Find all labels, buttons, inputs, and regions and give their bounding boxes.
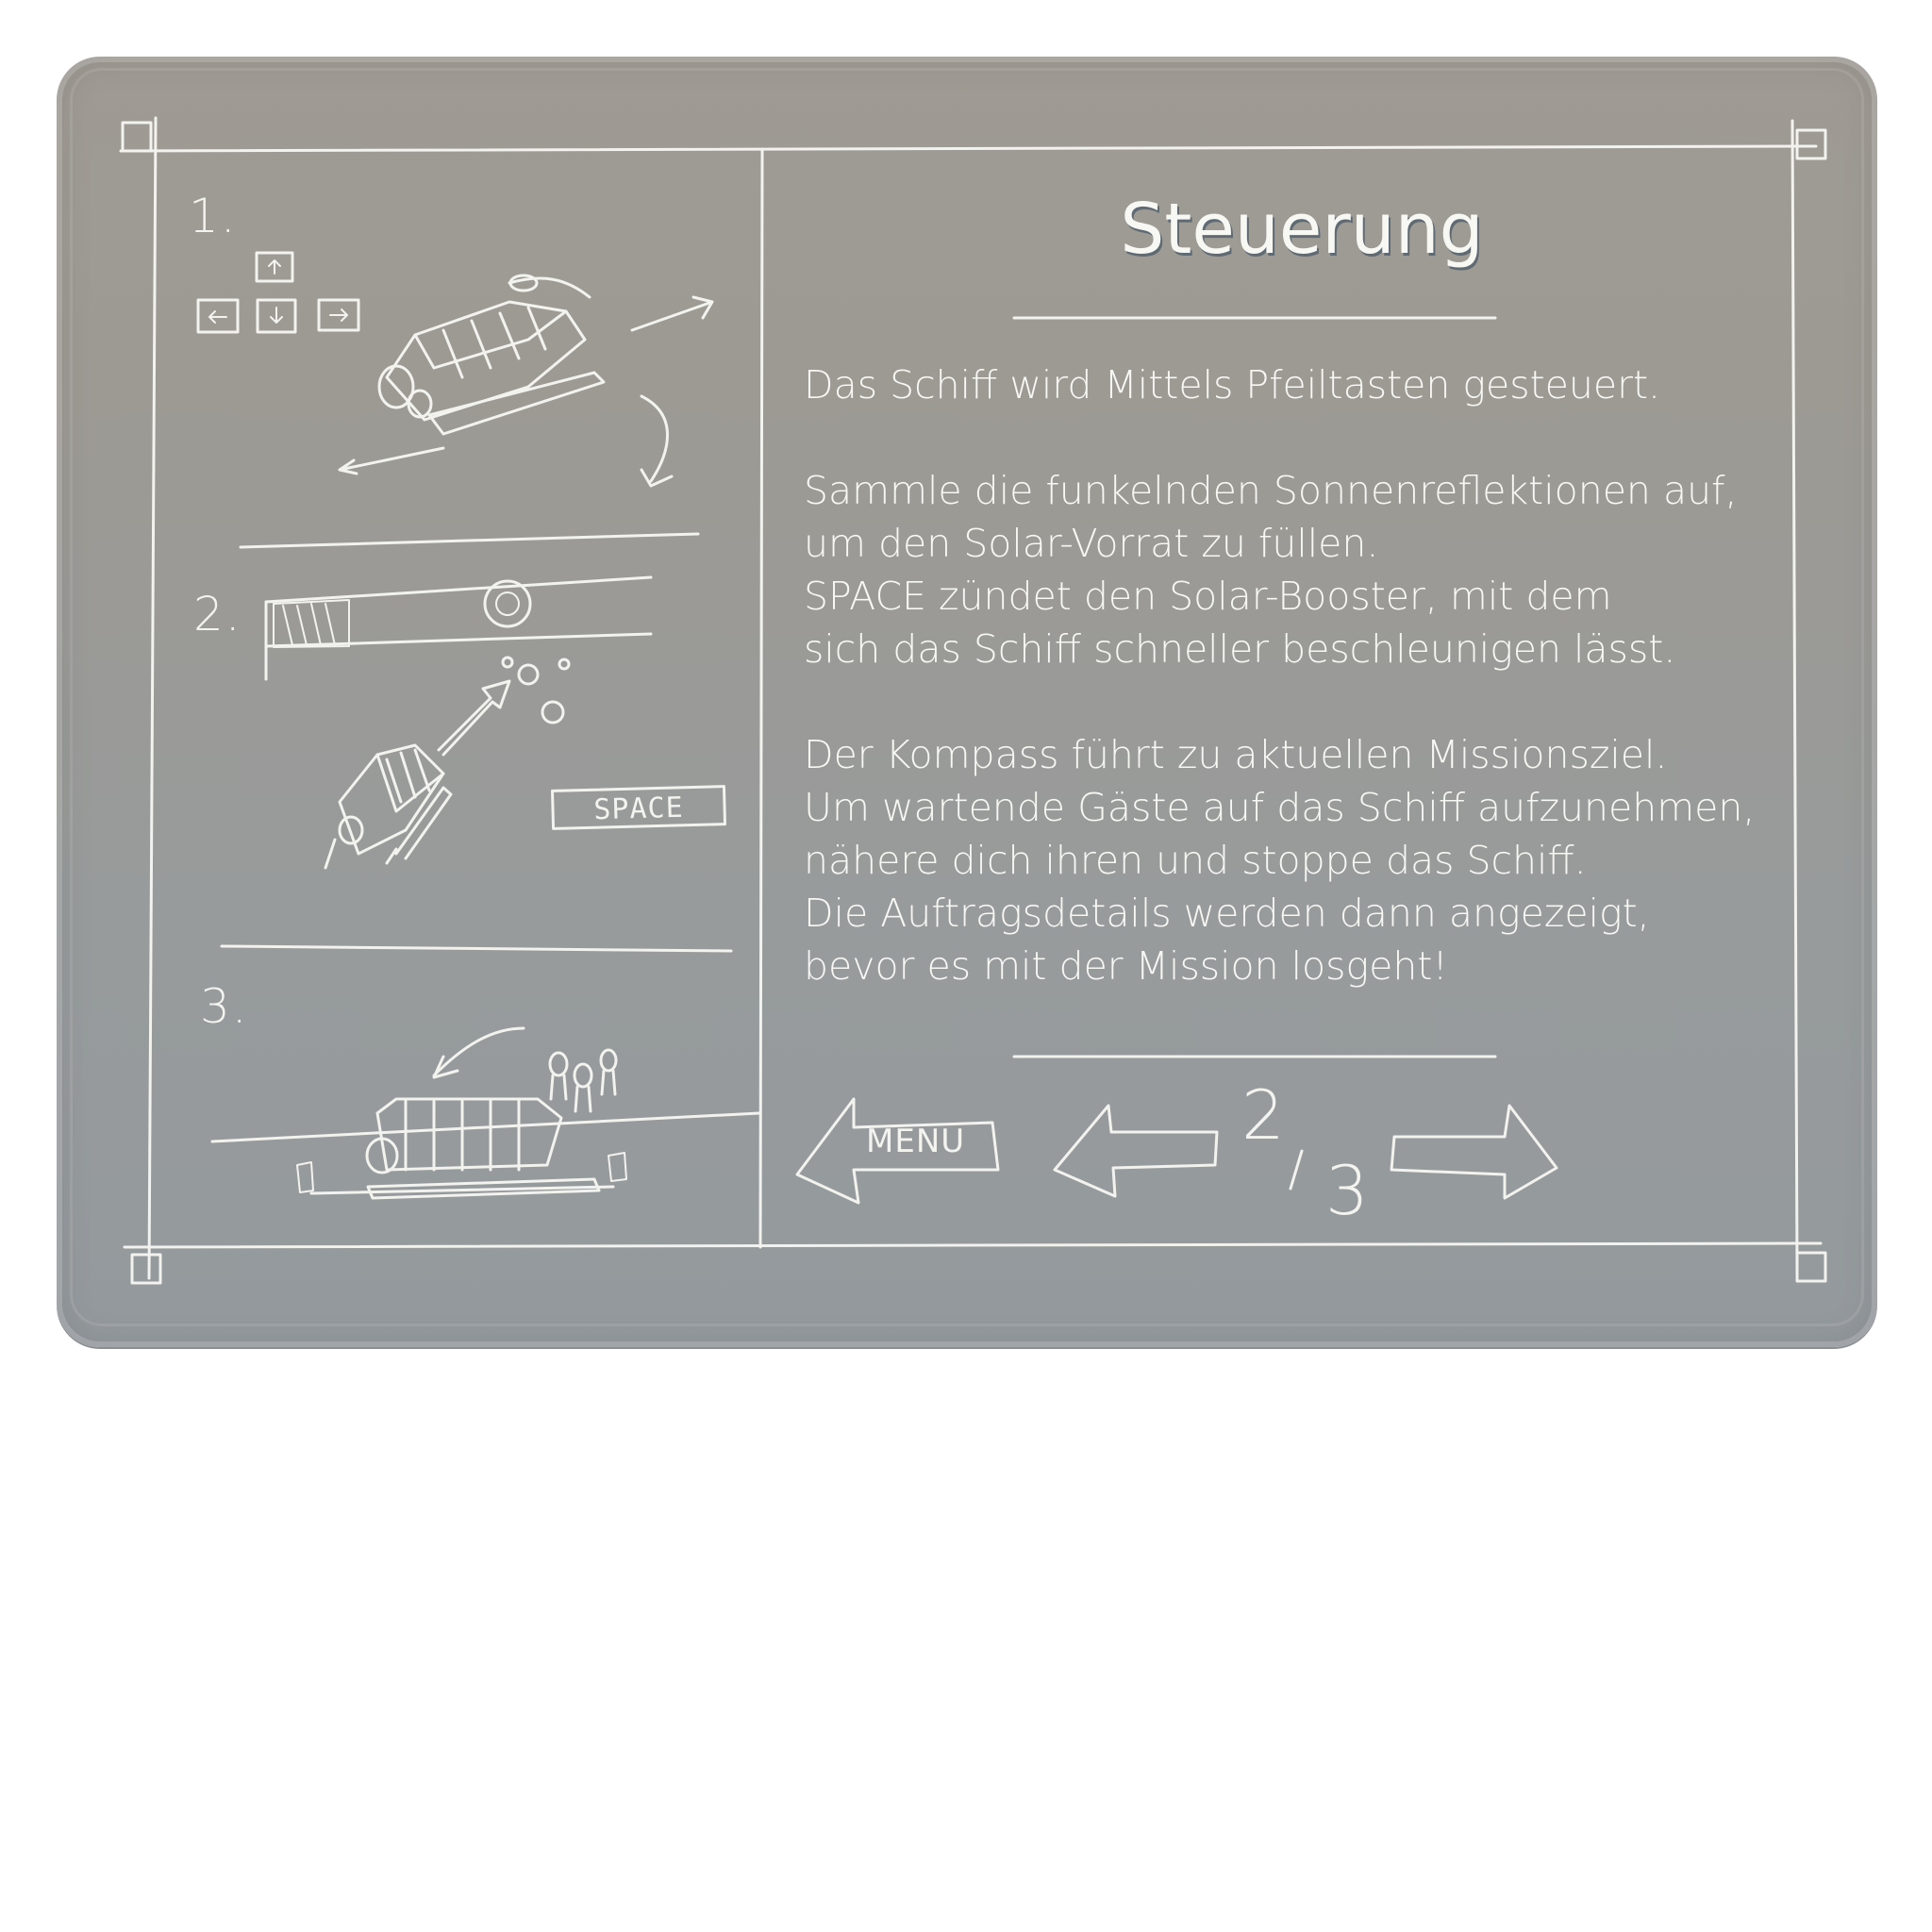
instruction-line: Die Auftragsdetails werden dann angezeig… [804, 891, 1650, 936]
next-page-button[interactable] [1387, 1099, 1566, 1203]
prev-page-arrow-icon [1053, 1104, 1219, 1198]
instruction-line: Sammle die funkelnden Sonnenreflektionen… [804, 468, 1738, 513]
ship-sketch-2-icon [324, 743, 453, 870]
menu-button-label: MENU [866, 1123, 966, 1160]
step-number-3: 3. [200, 979, 249, 1034]
space-key-icon [551, 785, 726, 830]
space-key-label: SPACE [592, 791, 685, 827]
instruction-line: bevor es mit der Mission losgeht! [804, 943, 1448, 989]
step-divider-1 [239, 532, 700, 549]
step-number-1: 1. [189, 189, 238, 243]
prev-page-button[interactable] [1049, 1099, 1224, 1203]
arrow-up-right-icon [630, 295, 714, 332]
page-title: Steuerung [1120, 189, 1484, 270]
instruction-line: sich das Schiff schneller beschleunigen … [804, 626, 1676, 672]
frame-left-line [147, 116, 158, 1280]
frame-top-line [119, 144, 1818, 153]
page-total: 3 [1325, 1151, 1369, 1230]
frame-bottom-line [123, 1241, 1823, 1249]
step-divider-2 [220, 944, 733, 953]
frame-right-line [1790, 119, 1799, 1275]
panel-divider [758, 149, 764, 1249]
ship-sketch-1-icon [377, 274, 606, 436]
ground-line-1 [210, 1111, 761, 1143]
frame-corner-br [1795, 1251, 1827, 1283]
sparkles-icon [501, 656, 571, 724]
instructions-text: Das Schiff wird Mittels Pfeiltasten gest… [804, 358, 1804, 992]
sun-reflection-icon [483, 579, 532, 628]
page-current: 2 [1241, 1075, 1285, 1155]
bollard-icon [296, 1161, 314, 1193]
instruction-line: Das Schiff wird Mittels Pfeiltasten gest… [804, 362, 1661, 408]
instruction-line: nähere dich ihren und stoppe das Schiff. [804, 838, 1587, 883]
ground-line-2 [309, 1185, 615, 1195]
instruction-line: SPACE zündet den Solar-Booster, mit dem [804, 574, 1612, 619]
arrow-turn-icon [640, 394, 674, 488]
frame-corner-tl [121, 121, 153, 153]
step-number-2: 2. [193, 587, 242, 641]
frame-corner-tr [1795, 128, 1827, 160]
page-slash [1289, 1149, 1304, 1191]
waiting-guests-icon [548, 1048, 618, 1113]
pickup-arrow-head-icon [432, 1055, 459, 1079]
chalkboard-panel [57, 57, 1877, 1347]
instruction-line: Der Kompass führt zu aktuellen Missionsz… [804, 732, 1668, 777]
solar-bar-icon [264, 575, 653, 681]
ship-sketch-3-icon [365, 1097, 601, 1200]
sun-reflection-core-icon [495, 591, 520, 616]
pickup-arrow-icon [432, 1026, 525, 1077]
next-page-arrow-icon [1390, 1104, 1558, 1200]
boost-arrow-icon [437, 679, 511, 757]
instruction-line: um den Solar-Vorrat zu füllen. [804, 521, 1379, 566]
bollard-2-icon [608, 1152, 627, 1182]
menu-arrow-icon [795, 1097, 1000, 1205]
instruction-line: Um wartende Gäste auf das Schiff aufzune… [804, 785, 1756, 830]
arrow-down-left-icon [338, 446, 445, 475]
arrow-keys-icon [196, 251, 360, 334]
frame-corner-bl [130, 1253, 162, 1285]
